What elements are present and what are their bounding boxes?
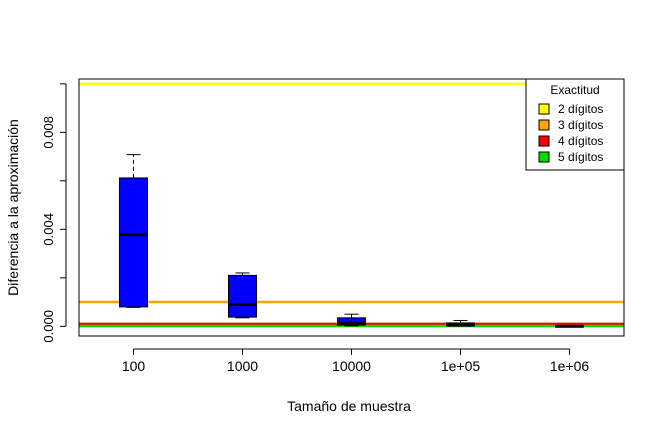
- box-100: [119, 154, 148, 308]
- legend-title: Exactitud: [550, 83, 599, 97]
- legend-label-4-d-gitos: 4 dígitos: [558, 134, 603, 148]
- box-iqr-100: [119, 177, 148, 308]
- x-axis: 100 1000 10000 1e+05 1e+06: [122, 348, 590, 374]
- y-tick-label-2: 0.008: [41, 116, 56, 149]
- box-10000: [337, 313, 366, 327]
- box-1000: [228, 272, 257, 319]
- y-axis: 0.000 0.004 0.008: [41, 83, 67, 343]
- x-tick-label-1e-05: 1e+05: [441, 358, 481, 374]
- legend-swatch-2-d-gitos: [538, 103, 550, 115]
- x-tick-label-100: 100: [122, 358, 146, 374]
- plot-frame: [78, 78, 625, 337]
- legend-swatch-5-d-gitos: [538, 151, 550, 163]
- boxes-group: [119, 154, 584, 328]
- y-tick-label-1: 0.004: [41, 213, 56, 246]
- legend: Exactitud 2 dígitos 3 dígitos 4 dígitos 5 d…: [525, 78, 625, 171]
- box-iqr-1000: [228, 274, 257, 318]
- x-tick-label-1000: 1000: [227, 358, 258, 374]
- legend-label-2-d-gitos: 2 dígitos: [558, 102, 603, 116]
- x-axis-label: Tamaño de muestra: [287, 398, 411, 414]
- box-1e-06: [555, 324, 584, 328]
- box-1e-05: [446, 319, 475, 327]
- legend-label-3-d-gitos: 3 dígitos: [558, 118, 603, 132]
- y-tick-label-0: 0.000: [41, 310, 56, 343]
- legend-swatch-4-d-gitos: [538, 135, 550, 147]
- legend-label-5-d-gitos: 5 dígitos: [558, 150, 603, 164]
- x-tick-label-1e-06: 1e+06: [550, 358, 590, 374]
- x-tick-label-10000: 10000: [332, 358, 371, 374]
- legend-swatch-3-d-gitos: [538, 119, 550, 131]
- y-axis-label: Diferencia a la aproximación: [5, 119, 21, 296]
- box-iqr-10000: [337, 317, 366, 326]
